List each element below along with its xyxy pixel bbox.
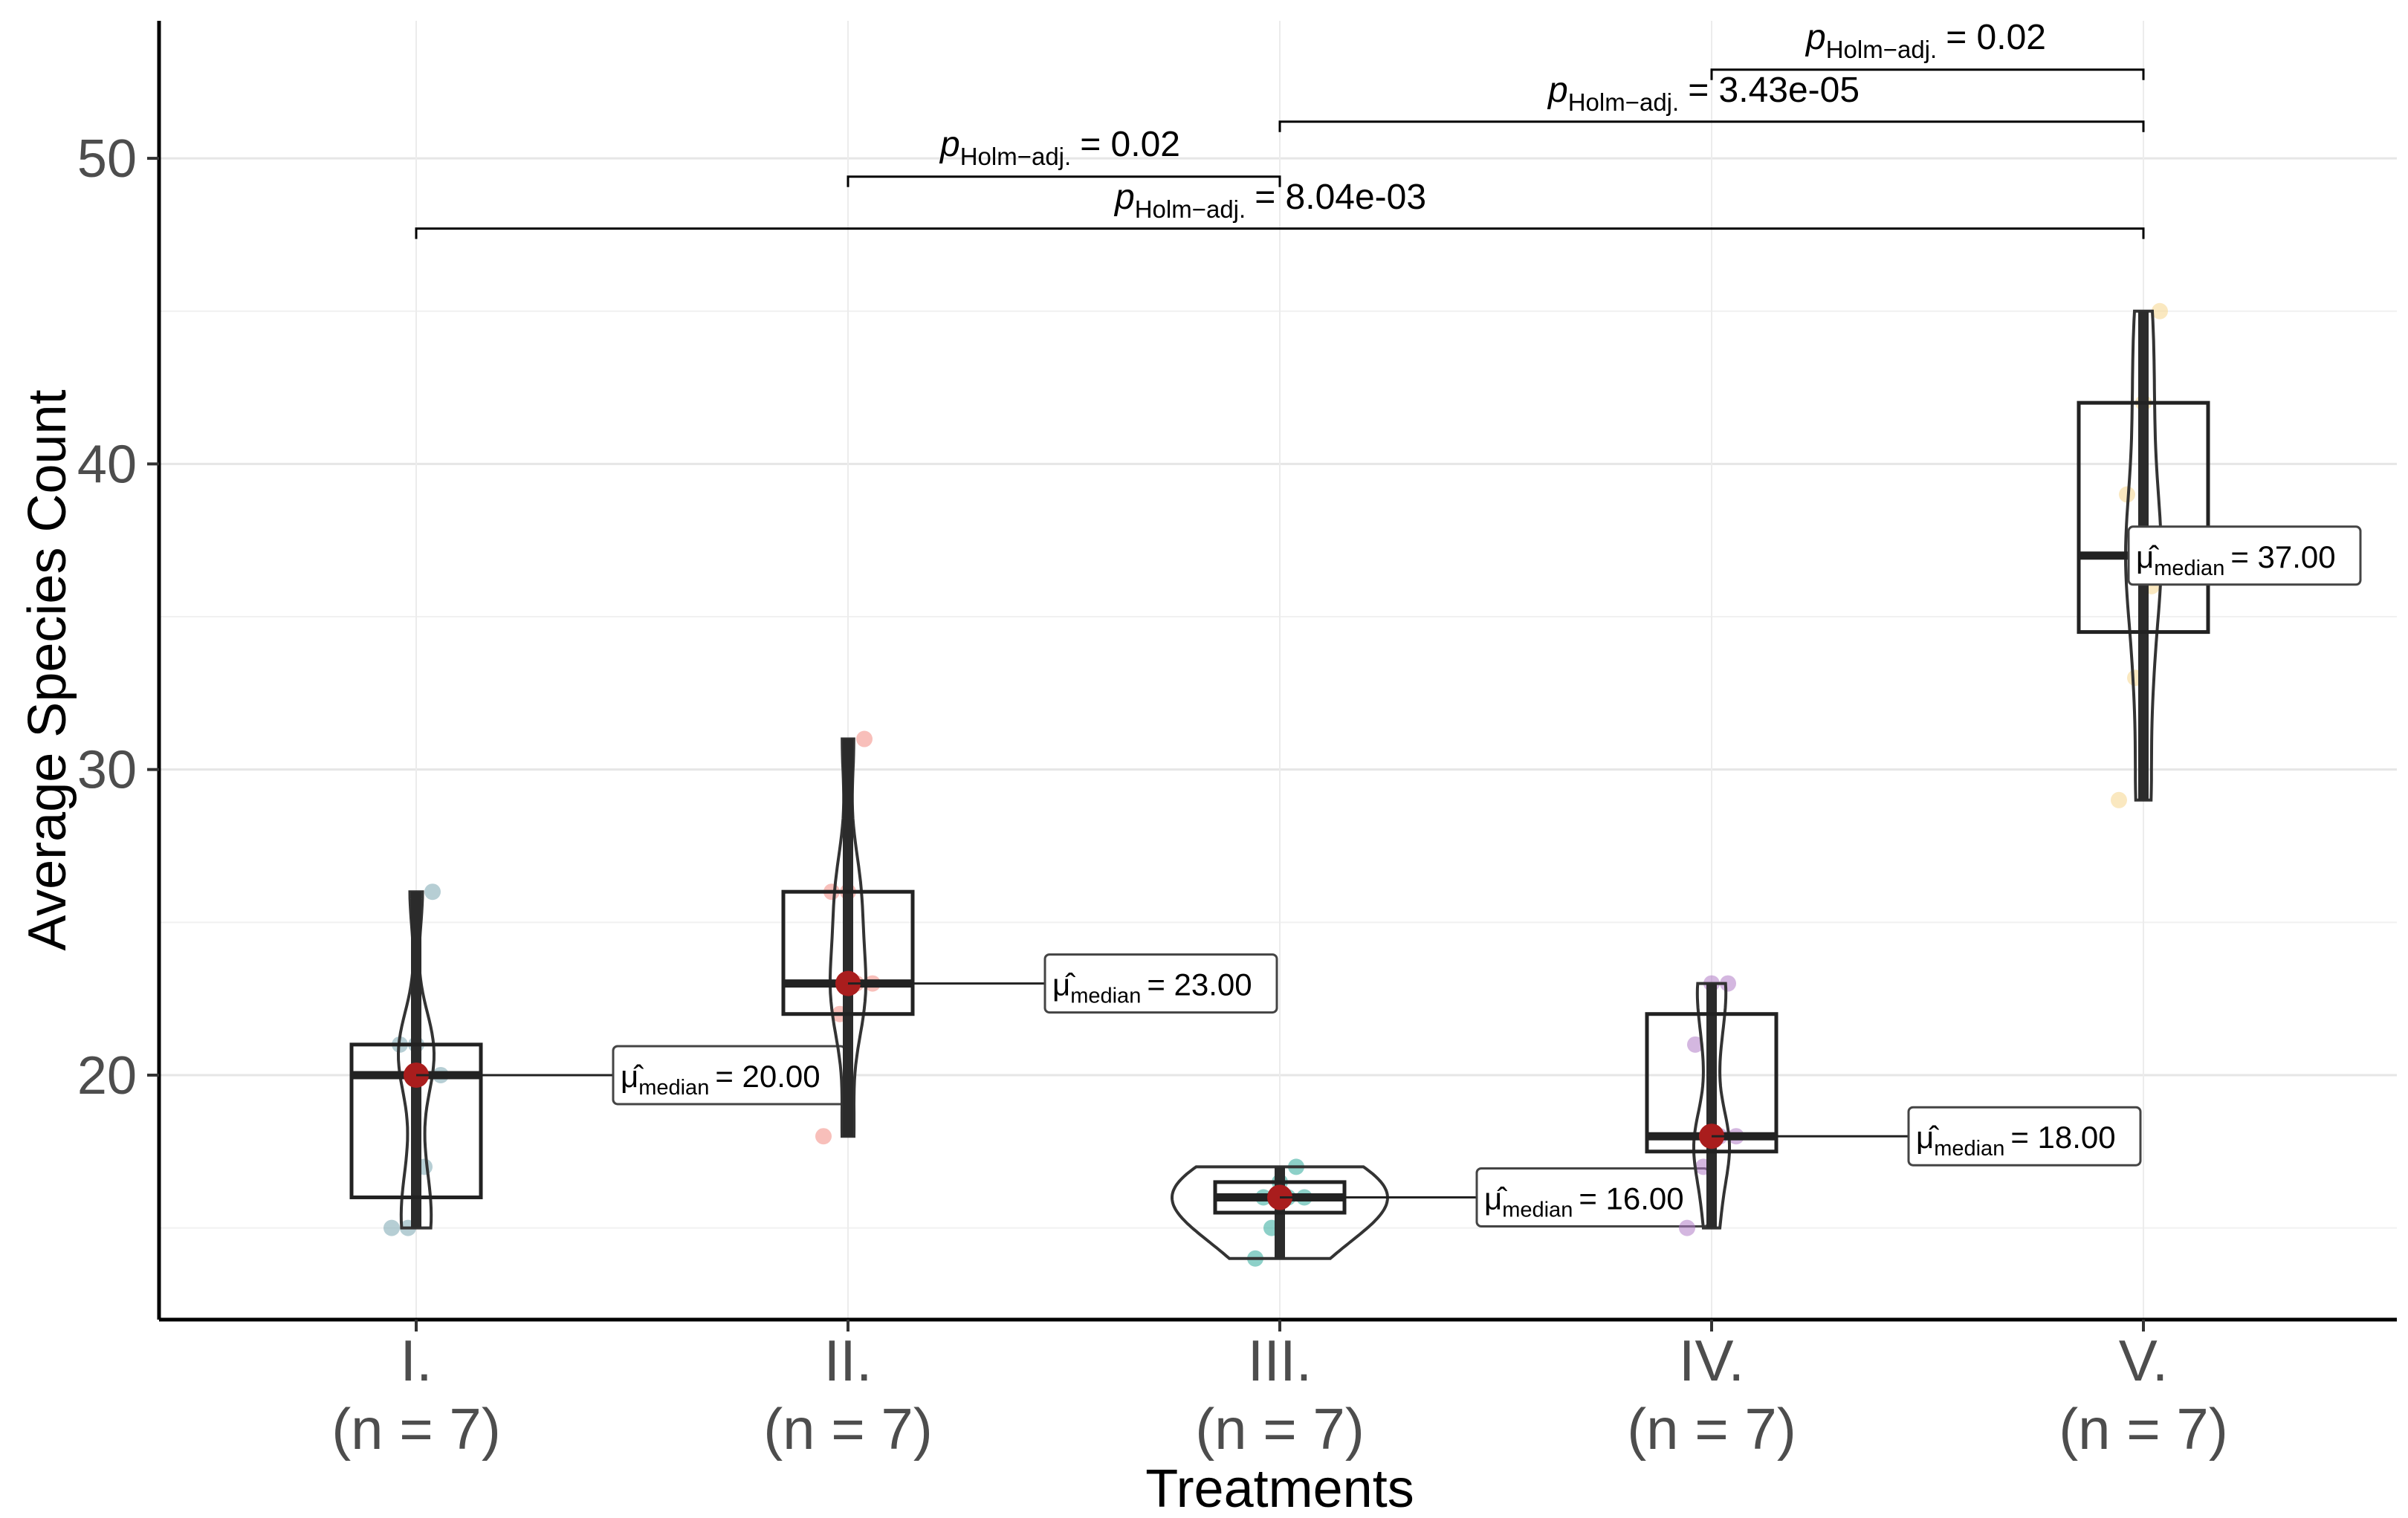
category-group-5: V.(n = 7) μ̂median = 37.00	[2059, 302, 2362, 1462]
x-tick-sample-size: (n = 7)	[1195, 1396, 1365, 1462]
bracket-line	[1278, 120, 2145, 132]
comparison-bracket-4: pHolm−adj. = 0.02	[1710, 18, 2145, 80]
x-axis-title: Treatments	[1145, 1459, 1414, 1518]
p-value-label: pHolm−adj. = 0.02	[939, 125, 1180, 170]
data-point	[2152, 302, 2168, 320]
x-tick-sample-size: (n = 7)	[2059, 1396, 2228, 1462]
box-iqr	[781, 889, 915, 1016]
violin-outline	[396, 890, 436, 1230]
violin-outline	[1170, 1165, 1390, 1260]
box-iqr	[349, 1042, 483, 1199]
median-label-box	[2127, 525, 2362, 586]
violin-outline	[2123, 309, 2163, 802]
violin-outline	[829, 737, 867, 1138]
data-point	[383, 1219, 400, 1236]
median-label-text: μ̂median = 20.00	[621, 1059, 821, 1100]
data-point	[856, 730, 873, 747]
y-tick-label: 30	[77, 741, 137, 800]
box-iqr	[1645, 1012, 1779, 1154]
y-axis-title: Average Species Count	[18, 389, 77, 950]
median-label-text: μ̂median = 23.00	[1052, 967, 1252, 1008]
x-tick-label: V.	[2119, 1328, 2169, 1393]
median-label-box	[1043, 953, 1278, 1014]
bracket-line	[415, 227, 2145, 239]
y-tick-label: 20	[77, 1046, 137, 1106]
data-point	[424, 883, 441, 901]
data-point	[815, 1128, 832, 1145]
x-tick-label: IV.	[1679, 1328, 1744, 1393]
data-point	[1720, 975, 1736, 992]
bracket-line	[1710, 68, 2145, 80]
data-point	[1687, 1036, 1703, 1053]
median-label-text: μ̂median = 16.00	[1484, 1181, 1684, 1222]
x-tick-sample-size: (n = 7)	[331, 1396, 501, 1462]
x-tick-label: III.	[1248, 1328, 1313, 1393]
category-group-1: I.(n = 7) μ̂median = 20.00	[331, 883, 847, 1462]
data-point	[2111, 791, 2127, 808]
median-label-text: μ̂median = 18.00	[1916, 1120, 2116, 1161]
y-tick-label: 40	[77, 435, 137, 494]
category-group-3: III.(n = 7) μ̂median = 16.00	[1170, 1158, 1710, 1462]
median-label-box	[1907, 1106, 2142, 1167]
x-tick-label: II.	[823, 1328, 872, 1393]
category-group-4: IV.(n = 7) μ̂median = 18.00	[1627, 975, 2142, 1462]
x-tick-sample-size: (n = 7)	[763, 1396, 933, 1462]
bracket-line	[847, 175, 1281, 187]
box-iqr	[2077, 400, 2210, 635]
median-label-text: μ̂median = 37.00	[2136, 539, 2336, 580]
data-point	[1679, 1219, 1695, 1236]
comparison-bracket-3: pHolm−adj. = 3.43e-05	[1278, 71, 2145, 132]
y-tick-label: 50	[77, 129, 137, 189]
x-tick-label: I.	[400, 1328, 432, 1393]
x-tick-sample-size: (n = 7)	[1627, 1396, 1796, 1462]
comparison-bracket-1: pHolm−adj. = 0.02	[847, 125, 1281, 187]
comparison-bracket-2: pHolm−adj. = 8.04e-03	[415, 178, 2145, 239]
category-group-2: II.(n = 7) μ̂median = 23.00	[763, 730, 1278, 1462]
p-value-label: pHolm−adj. = 0.02	[1805, 18, 2046, 63]
p-value-label: pHolm−adj. = 3.43e-05	[1547, 71, 1860, 116]
p-value-label: pHolm−adj. = 8.04e-03	[1113, 178, 1426, 223]
